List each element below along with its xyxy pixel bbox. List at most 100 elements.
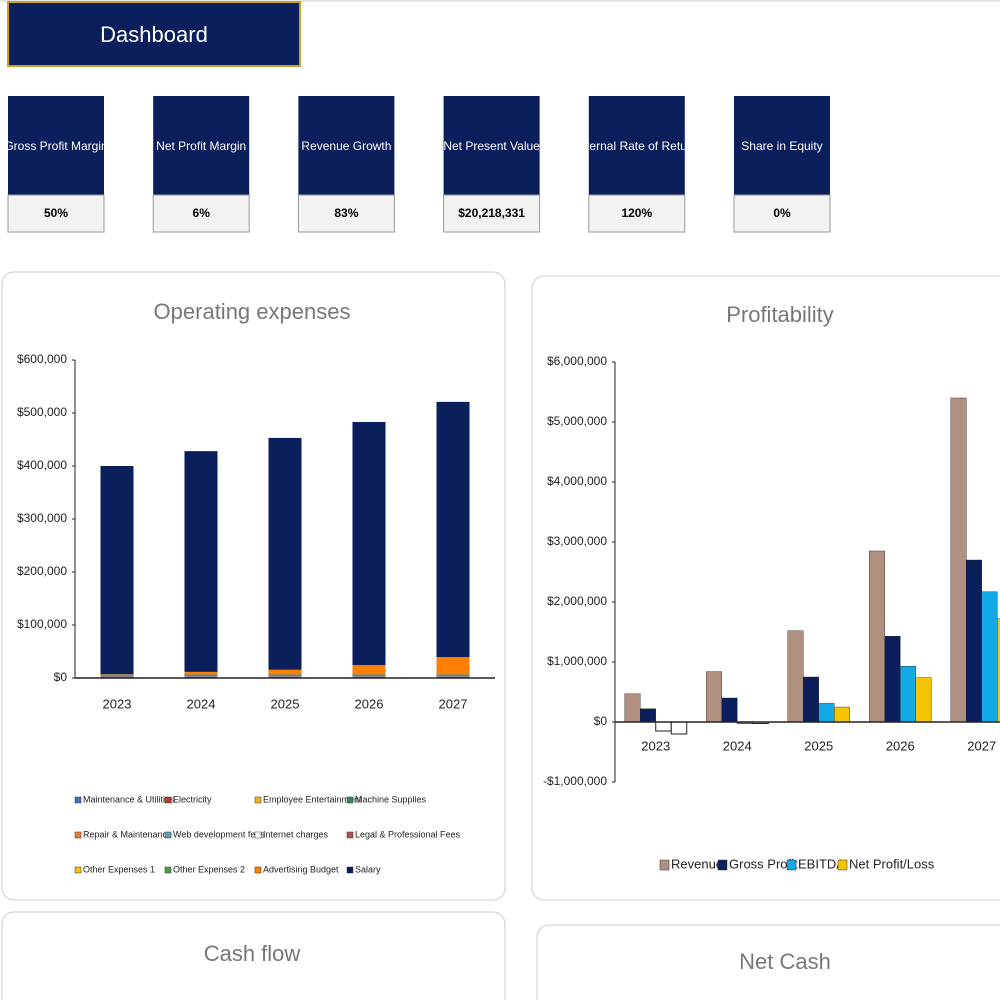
legend-swatch: [164, 796, 172, 804]
bar: [706, 671, 722, 723]
legend-label: Gross Profit: [729, 856, 798, 871]
legend-swatch: [254, 831, 262, 839]
x-tick-label: 2024: [187, 696, 216, 711]
y-tick-label: $2,000,000: [547, 594, 607, 608]
bar: [803, 676, 819, 723]
chart-title: Profitability: [726, 302, 834, 327]
y-tick-label: $3,000,000: [547, 534, 607, 548]
bar: [818, 703, 835, 723]
y-tick-label: $0: [594, 714, 608, 728]
y-tick-label: $1,000,000: [547, 654, 607, 668]
kpi-label: Revenue Growth: [301, 139, 391, 153]
bar-segment: [436, 676, 470, 678]
bar: [884, 636, 901, 723]
kpi-header: [443, 96, 540, 195]
bar-segment: [268, 676, 302, 678]
kpi-label: Internal Rate of Return: [576, 139, 697, 153]
kpi-label: Gross Profit Margin: [4, 139, 107, 153]
kpi-value: $20,218,331: [458, 206, 525, 220]
kpi-value: 83%: [334, 206, 358, 220]
kpi-value-box: [152, 194, 250, 233]
legend-label: Electricity: [173, 794, 212, 804]
kpi-value-box: [297, 194, 395, 233]
x-tick-label: 2025: [804, 738, 833, 753]
x-tick-label: 2025: [271, 696, 300, 711]
chart-title: Net Cash: [739, 949, 831, 974]
kpi-value: 6%: [193, 206, 211, 220]
legend-swatch: [346, 796, 354, 804]
legend-swatch: [659, 859, 670, 871]
x-tick-label: 2024: [723, 738, 752, 753]
y-tick-label: -$1,000,000: [543, 774, 607, 788]
legend-swatch: [837, 859, 848, 871]
panel: [1, 911, 506, 1000]
legend-swatch: [786, 859, 797, 871]
bar-segment: [100, 676, 134, 678]
legend-label: Employee Entertainment: [263, 794, 362, 804]
kpi-header: [8, 96, 104, 195]
y-tick-label: $100,000: [17, 617, 67, 631]
y-tick-label: $5,000,000: [547, 414, 607, 428]
bar-segment: [184, 671, 218, 675]
kpi-header: [734, 96, 830, 195]
legend-label: Maintenance & Utilities: [83, 794, 175, 804]
y-tick-label: $200,000: [17, 564, 67, 578]
x-tick-label: 2023: [103, 696, 132, 711]
legend-label: Net Profit/Loss: [849, 856, 935, 871]
bar: [787, 630, 804, 723]
bar: [670, 721, 688, 735]
dashboard-button[interactable]: [7, 1, 301, 67]
legend-swatch: [254, 866, 262, 874]
kpi-header: [153, 96, 250, 195]
bar-segment: [436, 657, 470, 675]
legend-swatch: [346, 866, 354, 874]
dashboard-title[interactable]: Dashboard: [100, 22, 208, 47]
kpi-header: [298, 96, 395, 195]
legend-swatch: [74, 796, 82, 804]
bar: [950, 397, 967, 723]
kpi-value-box: [588, 194, 686, 233]
kpi-label: Net Profit Margin: [156, 139, 246, 153]
y-tick-label: $6,000,000: [547, 354, 607, 368]
bar-segment: [268, 437, 302, 670]
legend-label: Web development fees: [173, 829, 265, 839]
bar-segment: [184, 676, 218, 678]
bar: [624, 693, 641, 723]
legend-swatch: [164, 866, 172, 874]
legend-swatch: [717, 859, 728, 871]
kpi-value-box: [7, 194, 105, 233]
bar-segment: [436, 401, 470, 658]
kpi-value: 120%: [621, 206, 652, 220]
bar-segment: [352, 676, 386, 678]
bar: [834, 706, 850, 723]
legend-label: Revenue: [671, 856, 723, 871]
y-tick-label: $0: [54, 670, 68, 684]
legend-label: Salary: [355, 864, 381, 874]
legend-label: Other Expenses 2: [173, 864, 245, 874]
y-tick-label: $300,000: [17, 511, 67, 525]
bar-segment: [268, 669, 302, 675]
legend-label: Machine Supplies: [355, 794, 427, 804]
bar-segment: [352, 665, 386, 675]
kpi-label: Net Present Value: [443, 139, 540, 153]
legend-label: Advertising Budget: [263, 864, 339, 874]
legend-swatch: [74, 831, 82, 839]
x-tick-label: 2027: [439, 696, 468, 711]
bar: [869, 550, 885, 723]
y-tick-label: $500,000: [17, 405, 67, 419]
bar: [915, 677, 932, 723]
legend-swatch: [74, 866, 82, 874]
bar: [640, 708, 656, 723]
x-tick-label: 2027: [967, 738, 996, 753]
legend-swatch: [254, 796, 262, 804]
panel: [531, 275, 1000, 901]
y-tick-label: $600,000: [17, 352, 67, 366]
panel: [536, 924, 1000, 1000]
kpi-value-box: [733, 194, 831, 233]
chart-title: Cash flow: [204, 941, 301, 966]
y-tick-label: $4,000,000: [547, 474, 607, 488]
bar: [981, 591, 998, 723]
bar: [997, 618, 1000, 723]
kpi-header: [588, 96, 685, 195]
